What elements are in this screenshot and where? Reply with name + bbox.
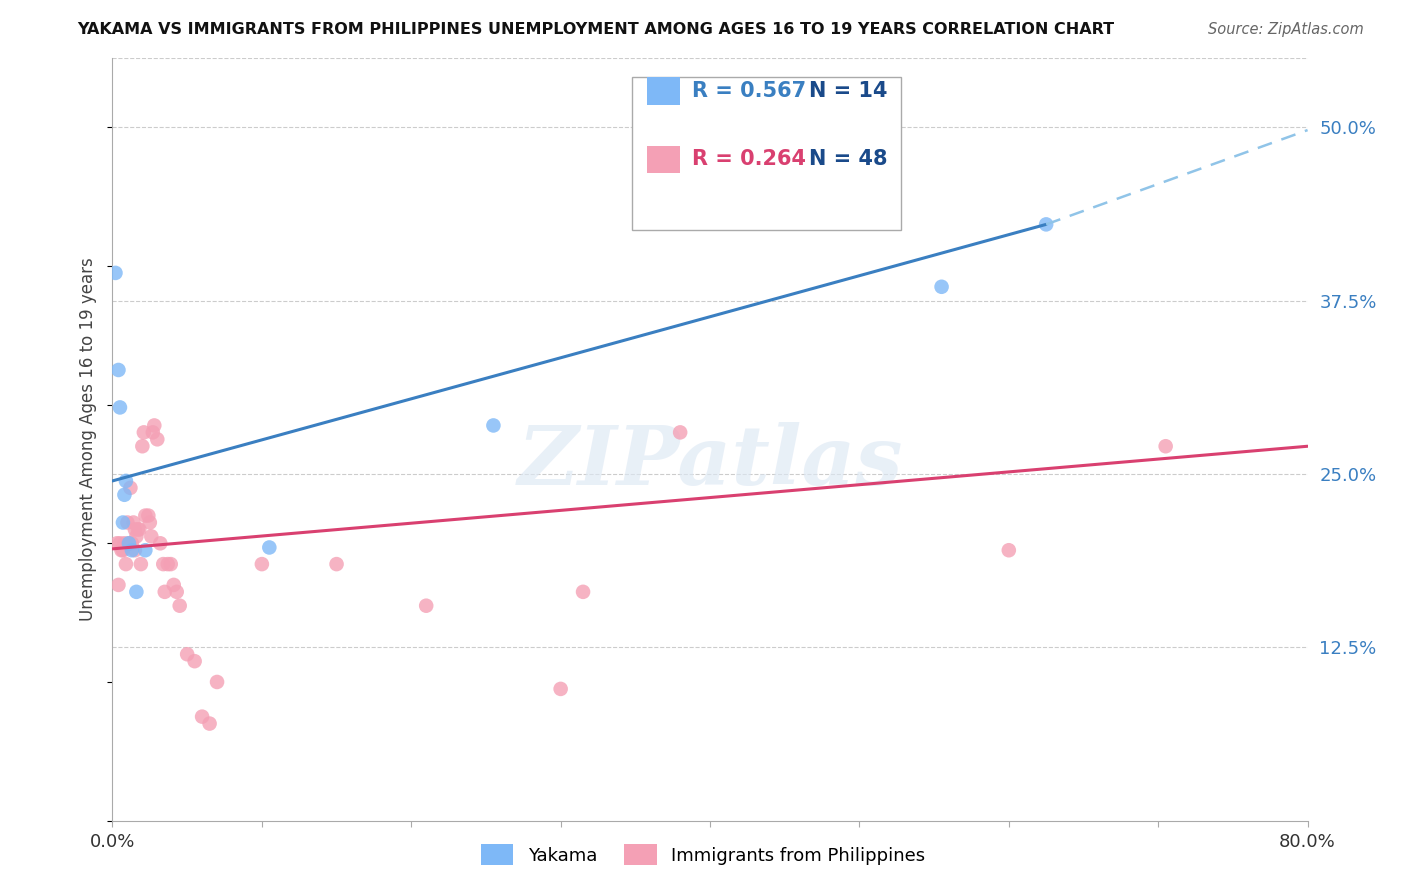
Legend: Yakama, Immigrants from Philippines: Yakama, Immigrants from Philippines: [472, 835, 934, 874]
Point: [259, 541, 281, 555]
Point: [105, 536, 128, 550]
FancyBboxPatch shape: [647, 145, 681, 173]
Point: [128, 523, 150, 537]
Point: [107, 363, 129, 377]
Point: [120, 481, 142, 495]
Point: [550, 681, 572, 696]
Point: [111, 543, 134, 558]
Point: [118, 536, 141, 550]
Text: ZIPatlas: ZIPatlas: [517, 422, 903, 502]
Point: [198, 716, 221, 731]
Text: N = 48: N = 48: [810, 150, 887, 169]
Point: [156, 557, 179, 571]
Point: [125, 529, 148, 543]
Point: [134, 508, 156, 523]
Point: [143, 418, 166, 433]
Point: [183, 654, 205, 668]
FancyBboxPatch shape: [633, 77, 901, 229]
Point: [250, 557, 273, 571]
Point: [117, 516, 139, 530]
Point: [931, 279, 953, 293]
Point: [159, 557, 181, 571]
Point: [115, 557, 138, 571]
FancyBboxPatch shape: [647, 77, 681, 104]
Point: [669, 425, 692, 440]
Point: [169, 599, 191, 613]
Point: [166, 585, 188, 599]
Y-axis label: Unemployment Among Ages 16 to 19 years: Unemployment Among Ages 16 to 19 years: [79, 258, 97, 621]
Point: [121, 536, 143, 550]
Point: [114, 488, 135, 502]
Point: [149, 536, 172, 550]
Point: [121, 543, 143, 558]
Text: YAKAMA VS IMMIGRANTS FROM PHILIPPINES UNEMPLOYMENT AMONG AGES 16 TO 19 YEARS COR: YAKAMA VS IMMIGRANTS FROM PHILIPPINES UN…: [77, 22, 1115, 37]
Point: [146, 433, 169, 447]
Point: [415, 599, 437, 613]
Point: [131, 439, 153, 453]
Point: [1154, 439, 1177, 453]
Point: [122, 516, 145, 530]
Point: [108, 536, 131, 550]
Point: [132, 425, 155, 440]
Point: [114, 536, 135, 550]
Point: [138, 508, 160, 523]
Point: [139, 516, 162, 530]
Point: [125, 585, 148, 599]
Point: [141, 529, 163, 543]
Point: [176, 647, 198, 661]
Text: N = 14: N = 14: [810, 81, 887, 101]
Point: [111, 516, 134, 530]
Point: [1035, 218, 1057, 232]
Point: [163, 578, 186, 592]
Point: [107, 578, 129, 592]
Text: Source: ZipAtlas.com: Source: ZipAtlas.com: [1208, 22, 1364, 37]
Point: [108, 401, 131, 415]
Point: [191, 709, 214, 723]
Text: R = 0.567: R = 0.567: [692, 81, 806, 101]
Point: [110, 543, 132, 558]
Point: [124, 543, 146, 558]
Point: [998, 543, 1021, 558]
Point: [118, 536, 141, 550]
Point: [124, 523, 146, 537]
Point: [104, 266, 127, 280]
Point: [325, 557, 347, 571]
Point: [129, 557, 152, 571]
Point: [572, 585, 595, 599]
Point: [482, 418, 505, 433]
Point: [153, 585, 176, 599]
Point: [115, 474, 138, 488]
Point: [205, 675, 228, 690]
Point: [142, 425, 165, 440]
Text: R = 0.264: R = 0.264: [692, 150, 806, 169]
Point: [152, 557, 174, 571]
Point: [127, 523, 149, 537]
Point: [134, 543, 156, 558]
